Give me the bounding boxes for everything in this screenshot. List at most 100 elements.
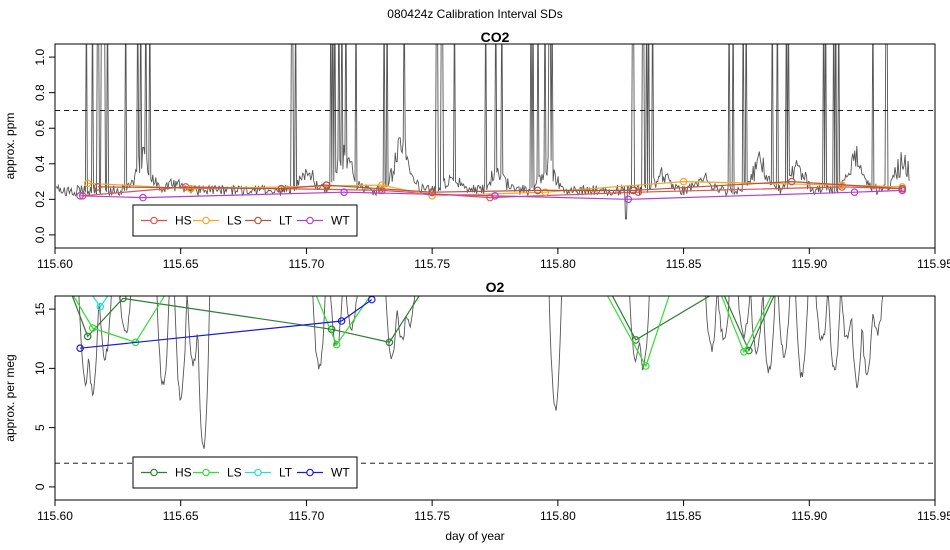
co2-series-hs [78, 183, 907, 202]
co2-y-tick-label: 0.4 [33, 155, 47, 172]
co2-series-wt-point [491, 192, 499, 200]
o2-legend-wt-label: WT [331, 466, 350, 480]
o2-series-hs-point [419, 288, 425, 294]
co2-series-lt-point [428, 188, 436, 197]
co2-x-tick-label: 115.65 [163, 257, 199, 271]
o2-y-axis-label: approx. per meg [3, 354, 17, 441]
o2-series-lt [88, 296, 112, 311]
o2-series-wt-point [337, 317, 346, 325]
co2-legend: HS LS LT WT [132, 204, 358, 237]
o2-series-ls-point [67, 287, 73, 293]
o2-series-ls-point [332, 340, 341, 349]
co2-x-tick-label: 115.60 [37, 257, 73, 271]
o2-series-hs-point [119, 296, 127, 303]
co2-legend-hs-marker [150, 216, 158, 225]
x-axis-label: day of year [445, 529, 504, 543]
co2-series-wt-line [80, 189, 903, 200]
o2-legend-lt-label: LT [279, 466, 293, 480]
co2-y-tick-label: 0.8 [33, 84, 47, 101]
o2-series-hs-point [745, 346, 753, 355]
co2-legend-lt-marker [254, 216, 262, 225]
co2-x-tick-label: 115.80 [540, 257, 576, 271]
o2-x-tick-label: 115.70 [289, 509, 325, 523]
o2-series-lt-point [108, 296, 112, 297]
figure-title: 080424z Calibration Interval SDs [387, 7, 562, 21]
co2-legend-hs-label: HS [175, 214, 192, 228]
co2-x-tick-label: 115.95 [917, 257, 950, 271]
co2-series-lt-point [93, 183, 102, 191]
o2-series-ls-point [165, 287, 171, 293]
o2-series-ls-point [771, 287, 777, 293]
co2-series-ls-point [83, 179, 92, 188]
co2-x-tick-label: 115.85 [666, 257, 702, 271]
co2-series-lt-point [787, 177, 796, 186]
co2-series-lt-point [277, 184, 286, 193]
o2-legend: HS LS LT WT [132, 456, 358, 489]
o2-series-wt-line [80, 299, 373, 349]
o2-series-lt-line [91, 296, 109, 308]
o2-series-ls-point [311, 287, 317, 293]
o2-series-hs-point [718, 286, 724, 292]
co2-x-tick-label: 115.75 [414, 257, 450, 271]
co2-series-wt-point [898, 186, 907, 195]
o2-series-ls-point [88, 324, 97, 332]
o2-series-wt [76, 296, 376, 353]
o2-plot-frame [54, 295, 936, 501]
co2-series-wt-point [139, 193, 147, 202]
co2-legend-lt-label: LT [279, 214, 293, 228]
o2-series-hs-point [67, 287, 73, 293]
o2-series-lt-point [96, 302, 105, 311]
o2-x-tick-label: 115.60 [37, 509, 73, 523]
co2-series-wt-point [340, 188, 348, 197]
o2-legend-ls-label: LS [227, 466, 242, 480]
o2-series-ls-point [371, 287, 377, 293]
o2-x-tick-label: 115.95 [917, 509, 950, 523]
co2-y-tick-label: 0.2 [33, 191, 47, 208]
o2-plot-area [55, 285, 935, 464]
o2-y-tick-label: 0 [33, 483, 47, 490]
o2-series-ls-point [642, 362, 650, 370]
co2-series-hs-point [181, 183, 190, 191]
co2-plot-frame [54, 43, 936, 249]
o2-series-ls-point [740, 347, 748, 356]
o2-series-hs-point [605, 285, 611, 291]
o2-legend-wt-marker [306, 468, 314, 477]
co2-series-wt-point [850, 188, 859, 197]
o2-series-ls-point [716, 286, 722, 292]
co2-series-hs-line [82, 186, 903, 199]
o2-series-lt-point [88, 296, 92, 297]
o2-y-tick-label: 5 [33, 424, 47, 431]
co2-series-wt-point [624, 195, 633, 204]
co2-x-tick-label: 115.70 [289, 257, 325, 271]
co2-series-ls-point [679, 177, 688, 186]
o2-y-tick-label: 10 [33, 361, 47, 375]
o2-x-tick-label: 115.85 [666, 509, 702, 523]
co2-series-ls-point [187, 184, 195, 193]
o2-series-ls [67, 285, 777, 370]
o2-series-hs-point [83, 332, 92, 341]
co2-panel: CO2 115.60 115.65 115.70 115.75 115.80 115.85 1… [3, 29, 950, 271]
o2-x-tick-label: 115.90 [791, 509, 827, 523]
co2-series-ls-point [541, 188, 550, 197]
o2-y-tick-label: 15 [33, 302, 47, 316]
co2-legend-wt-marker [306, 216, 314, 225]
co2-raw-trace [55, 44, 910, 220]
co2-series-lt-point [322, 181, 331, 189]
co2-title: CO2 [481, 29, 510, 45]
o2-x-tick-label: 115.75 [414, 509, 450, 523]
co2-series-wt-point [76, 192, 84, 200]
co2-y-tick-label: 1.0 [33, 48, 47, 65]
o2-series-ls-point [668, 287, 674, 293]
o2-series-ls-point [600, 285, 606, 291]
o2-legend-hs-label: HS [175, 466, 192, 480]
o2-series-hs-point [631, 336, 640, 344]
o2-x-tick-label: 115.65 [163, 509, 199, 523]
co2-series-lt-point [533, 186, 542, 195]
o2-title: O2 [486, 279, 505, 295]
o2-legend-hs-marker [150, 468, 158, 477]
o2-panel: O2 115.60 115.65 115.70 115.75 115.80 115.85 11… [3, 279, 950, 523]
o2-series-hs [67, 285, 775, 355]
o2-series-wt-point [368, 296, 376, 304]
o2-series-hs-line [71, 296, 775, 353]
